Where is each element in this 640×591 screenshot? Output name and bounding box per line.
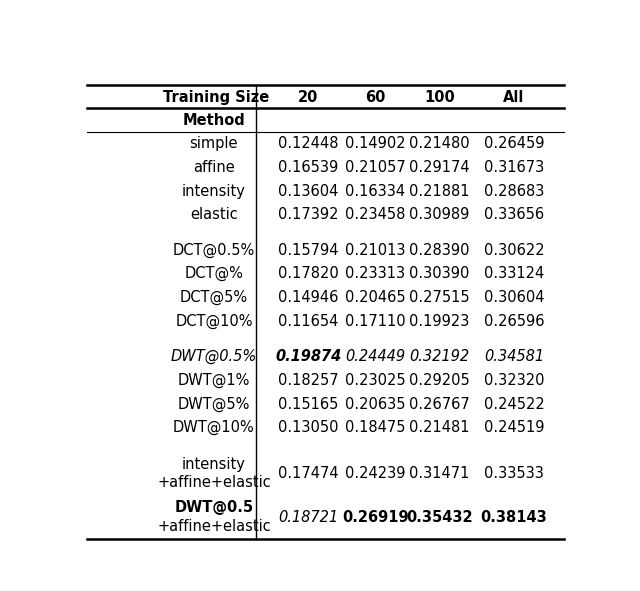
Text: DCT@%: DCT@% (184, 267, 243, 281)
Text: 0.26767: 0.26767 (409, 397, 470, 411)
Text: 0.24519: 0.24519 (484, 420, 544, 435)
Text: intensity: intensity (182, 184, 246, 199)
Text: 0.35432: 0.35432 (406, 509, 473, 525)
Text: 0.34581: 0.34581 (484, 349, 544, 364)
Text: 0.11654: 0.11654 (278, 314, 339, 329)
Text: 0.33533: 0.33533 (484, 466, 544, 480)
Text: intensity: intensity (182, 457, 246, 472)
Text: 60: 60 (365, 90, 385, 105)
Text: 0.17110: 0.17110 (345, 314, 405, 329)
Text: All: All (503, 90, 525, 105)
Text: 0.21013: 0.21013 (345, 243, 405, 258)
Text: 0.14946: 0.14946 (278, 290, 339, 305)
Text: 0.29174: 0.29174 (410, 160, 470, 175)
Text: DWT@0.5%: DWT@0.5% (171, 349, 257, 364)
Text: 0.21057: 0.21057 (345, 160, 406, 175)
Text: 0.27515: 0.27515 (410, 290, 470, 305)
Text: 0.13050: 0.13050 (278, 420, 339, 435)
Text: 0.20465: 0.20465 (345, 290, 405, 305)
Text: 0.30989: 0.30989 (410, 207, 470, 222)
Text: 0.23025: 0.23025 (345, 373, 405, 388)
Text: 0.31471: 0.31471 (410, 466, 470, 480)
Text: 0.15165: 0.15165 (278, 397, 339, 411)
Text: 0.23458: 0.23458 (345, 207, 405, 222)
Text: 0.21881: 0.21881 (410, 184, 470, 199)
Text: 0.18721: 0.18721 (278, 509, 338, 525)
Text: 0.33656: 0.33656 (484, 207, 544, 222)
Text: 0.21481: 0.21481 (410, 420, 470, 435)
Text: DWT@10%: DWT@10% (173, 420, 255, 436)
Text: Method: Method (182, 112, 245, 128)
Text: 100: 100 (424, 90, 455, 105)
Text: elastic: elastic (190, 207, 238, 222)
Text: 0.24522: 0.24522 (484, 397, 545, 411)
Text: simple: simple (189, 137, 238, 151)
Text: 0.17392: 0.17392 (278, 207, 339, 222)
Text: 20: 20 (298, 90, 318, 105)
Text: 0.16334: 0.16334 (345, 184, 405, 199)
Text: 0.30390: 0.30390 (410, 267, 470, 281)
Text: 0.30622: 0.30622 (484, 243, 544, 258)
Text: 0.12448: 0.12448 (278, 137, 339, 151)
Text: 0.38143: 0.38143 (481, 509, 547, 525)
Text: 0.17474: 0.17474 (278, 466, 339, 480)
Text: 0.28683: 0.28683 (484, 184, 544, 199)
Text: 0.14902: 0.14902 (345, 137, 405, 151)
Text: 0.21480: 0.21480 (410, 137, 470, 151)
Text: Training Size: Training Size (163, 90, 269, 105)
Text: +affine+elastic: +affine+elastic (157, 475, 271, 490)
Text: 0.26459: 0.26459 (484, 137, 544, 151)
Text: 0.24239: 0.24239 (345, 466, 405, 480)
Text: 0.31673: 0.31673 (484, 160, 544, 175)
Text: 0.20635: 0.20635 (345, 397, 405, 411)
Text: 0.13604: 0.13604 (278, 184, 339, 199)
Text: 0.19874: 0.19874 (275, 349, 341, 364)
Text: 0.32320: 0.32320 (484, 373, 544, 388)
Text: 0.29205: 0.29205 (409, 373, 470, 388)
Text: 0.28390: 0.28390 (410, 243, 470, 258)
Text: 0.24449: 0.24449 (345, 349, 405, 364)
Text: 0.18257: 0.18257 (278, 373, 339, 388)
Text: 0.23313: 0.23313 (345, 267, 405, 281)
Text: DCT@0.5%: DCT@0.5% (173, 243, 255, 258)
Text: 0.26919: 0.26919 (342, 509, 408, 525)
Text: 0.33124: 0.33124 (484, 267, 544, 281)
Text: DWT@0.5: DWT@0.5 (174, 501, 253, 515)
Text: affine: affine (193, 160, 235, 175)
Text: 0.30604: 0.30604 (484, 290, 544, 305)
Text: 0.19923: 0.19923 (410, 314, 470, 329)
Text: DWT@5%: DWT@5% (178, 397, 250, 412)
Text: 0.26596: 0.26596 (484, 314, 544, 329)
Text: DCT@5%: DCT@5% (180, 290, 248, 305)
Text: 0.17820: 0.17820 (278, 267, 339, 281)
Text: 0.15794: 0.15794 (278, 243, 339, 258)
Text: 0.18475: 0.18475 (345, 420, 405, 435)
Text: 0.16539: 0.16539 (278, 160, 339, 175)
Text: +affine+elastic: +affine+elastic (157, 519, 271, 534)
Text: DWT@1%: DWT@1% (178, 373, 250, 388)
Text: DCT@10%: DCT@10% (175, 314, 253, 329)
Text: 0.32192: 0.32192 (410, 349, 470, 364)
